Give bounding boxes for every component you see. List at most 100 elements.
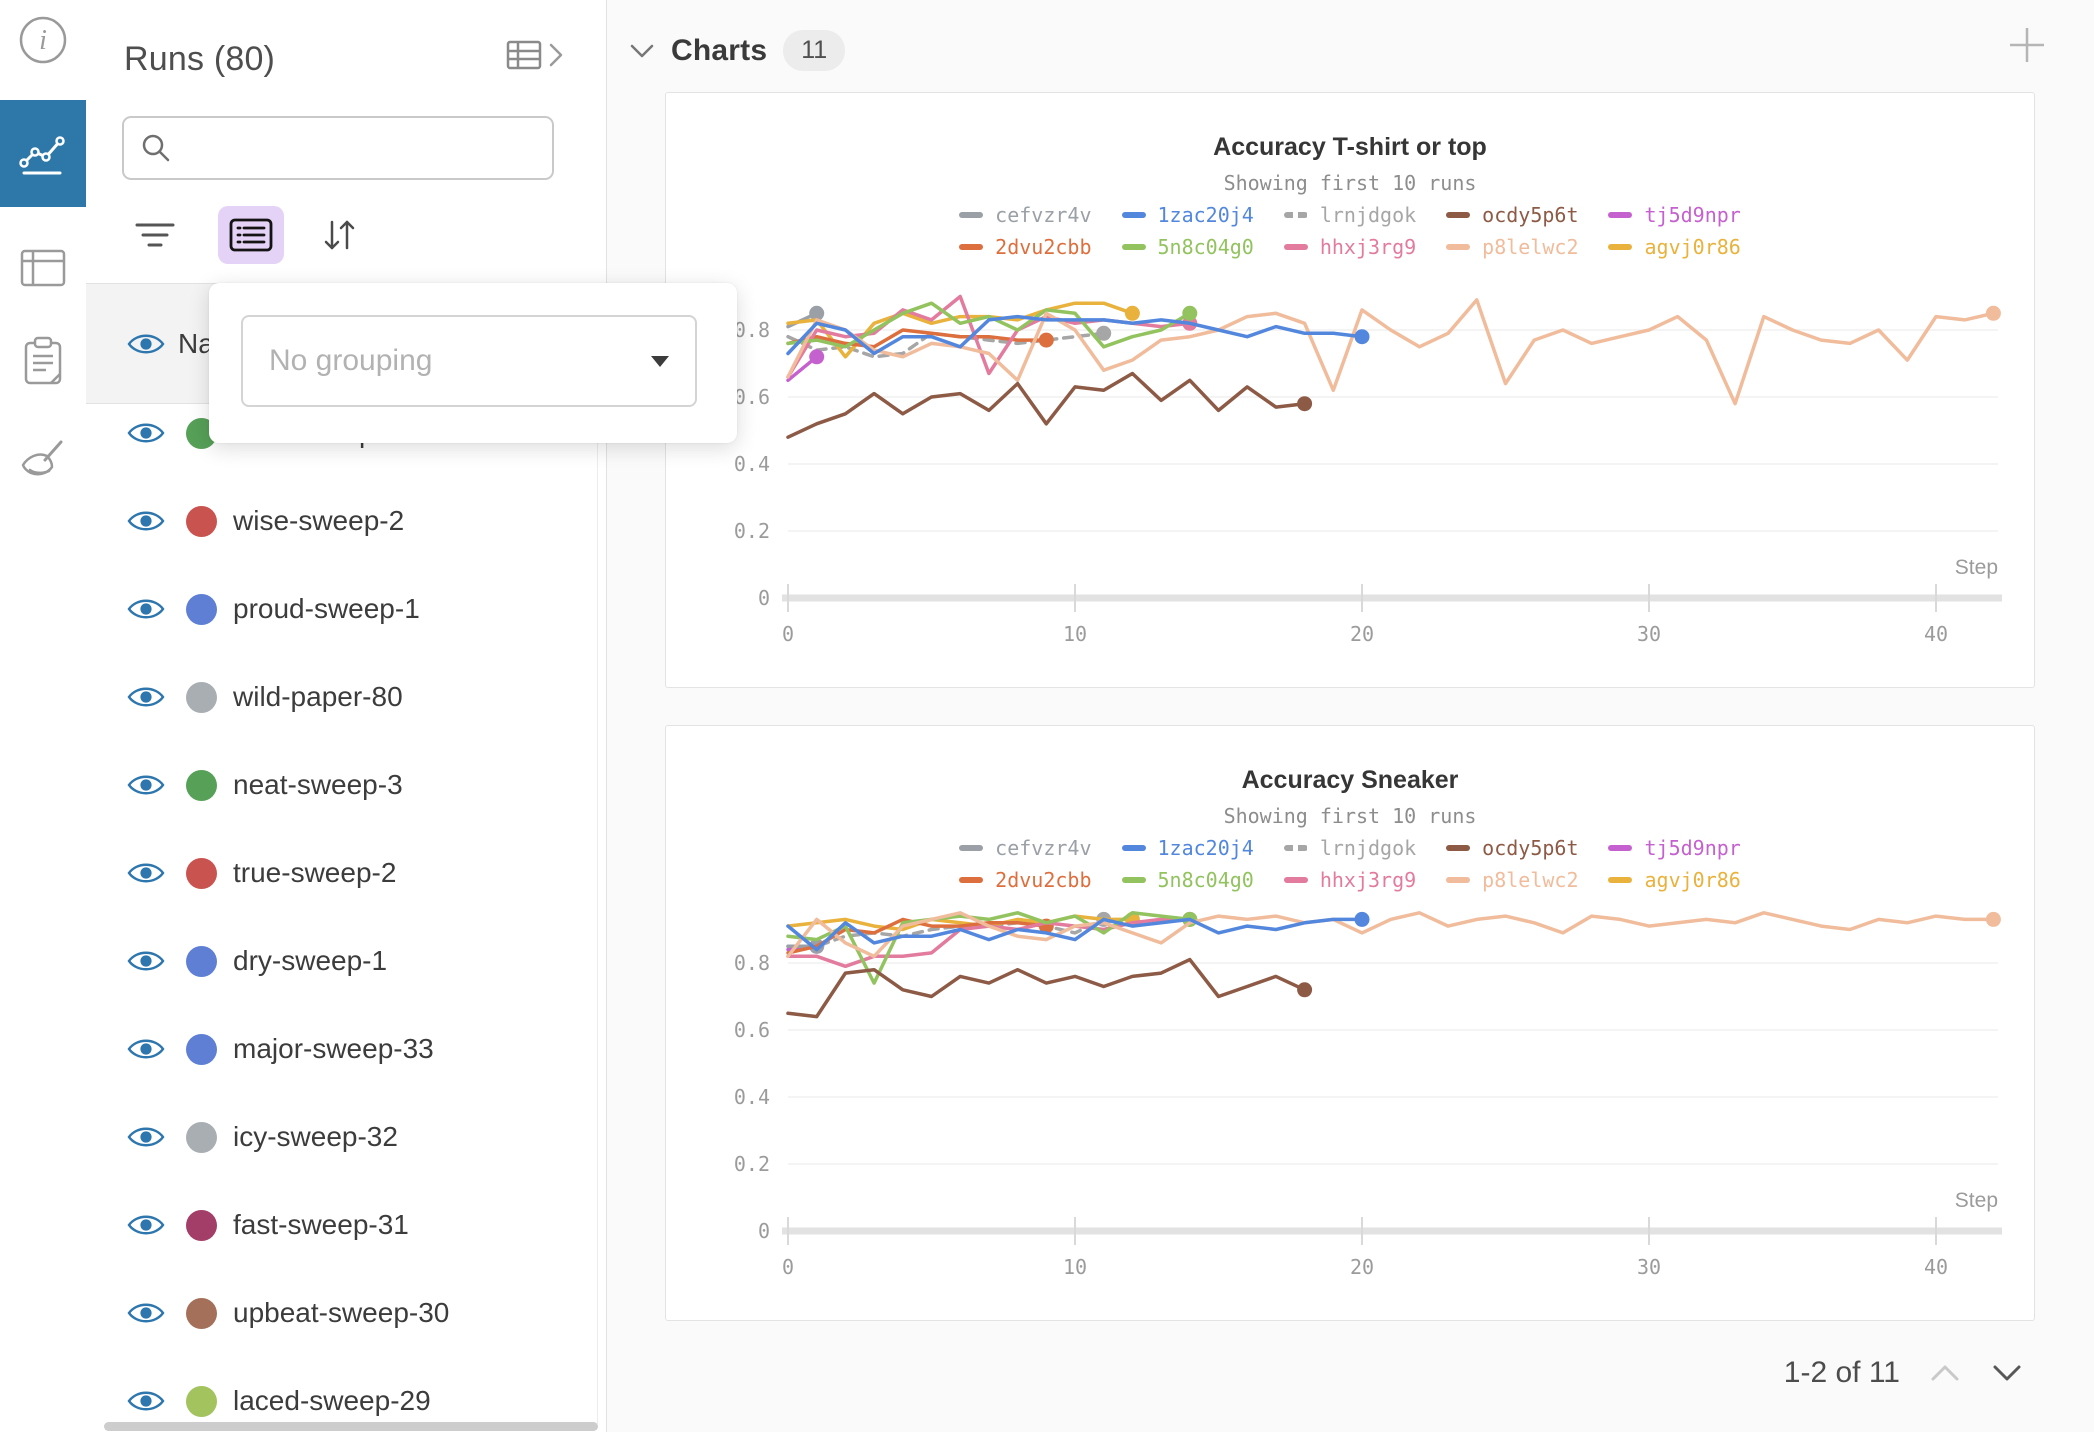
run-color-dot: [186, 1385, 217, 1417]
legend-item[interactable]: lrnjdgok: [1283, 836, 1416, 860]
legend-item[interactable]: 2dvu2cbb: [959, 235, 1092, 259]
svg-text:0: 0: [782, 1255, 794, 1279]
legend-item[interactable]: tj5d9npr: [1608, 836, 1741, 860]
svg-text:10: 10: [1063, 622, 1087, 646]
visibility-toggle-eye-icon[interactable]: [127, 684, 165, 710]
legend-item[interactable]: p8lelwc2: [1446, 235, 1578, 259]
nav-notes[interactable]: [0, 332, 86, 392]
run-row[interactable]: wise-sweep-2: [86, 477, 606, 565]
run-name[interactable]: icy-sweep-32: [233, 1121, 398, 1152]
nav-charts-active[interactable]: [0, 100, 86, 207]
run-name[interactable]: wise-sweep-2: [233, 505, 405, 536]
visibility-toggle-eye-icon[interactable]: [127, 1388, 165, 1414]
visibility-toggle-eye-icon[interactable]: [127, 772, 165, 798]
run-row[interactable]: icy-sweep-32: [86, 1093, 606, 1181]
legend-item[interactable]: 5n8c04g0: [1121, 868, 1254, 892]
legend-item[interactable]: cefvzr4v: [959, 836, 1092, 860]
svg-text:40: 40: [1924, 1255, 1948, 1279]
legend-item[interactable]: ocdy5p6t: [1446, 203, 1578, 227]
run-name[interactable]: major-sweep-33: [233, 1033, 434, 1064]
filter-button[interactable]: [122, 206, 188, 264]
visibility-toggle-eye-icon[interactable]: [127, 1300, 165, 1326]
sort-arrows-icon: [324, 220, 355, 250]
run-name[interactable]: neat-sweep-3: [233, 769, 403, 800]
sort-button[interactable]: [314, 206, 364, 264]
legend-item[interactable]: agvj0r86: [1608, 868, 1741, 892]
horizontal-scrollbar[interactable]: [104, 1422, 598, 1431]
run-color-dot: [186, 1297, 217, 1329]
broom-icon: [21, 440, 63, 476]
legend-item[interactable]: cefvzr4v: [959, 203, 1092, 227]
run-row[interactable]: laced-sweep-29: [86, 1357, 606, 1432]
visibility-toggle-eye-icon[interactable]: [127, 1036, 165, 1062]
legend-item[interactable]: p8lelwc2: [1446, 868, 1578, 892]
visibility-toggle-eye-icon[interactable]: [127, 420, 165, 446]
legend-label: 1zac20j4: [1157, 836, 1254, 860]
legend-item[interactable]: 1zac20j4: [1121, 836, 1254, 860]
chart-panel[interactable]: 0 0.2 0.4 0.6 0.8 0 10 20 30 40 Step Accuracy Sneak…: [665, 725, 2035, 1321]
chart-panel[interactable]: 0 0.2 0.4 0.6 0.8 0 10 20 30 40 Step Accuracy T-shi…: [665, 92, 2035, 688]
run-name[interactable]: fast-sweep-31: [233, 1209, 409, 1240]
expand-runs-table-button[interactable]: [506, 40, 564, 70]
visibility-toggle-eye-icon[interactable]: [127, 948, 165, 974]
run-row[interactable]: true-sweep-2: [86, 829, 606, 917]
legend-item[interactable]: agvj0r86: [1608, 235, 1741, 259]
legend-item[interactable]: tj5d9npr: [1608, 203, 1741, 227]
series-endpoint-agvj0r86: [1124, 305, 1140, 321]
legend-item[interactable]: ocdy5p6t: [1446, 836, 1578, 860]
legend-item[interactable]: hhxj3rg9: [1283, 868, 1416, 892]
run-row[interactable]: wild-paper-80: [86, 653, 606, 741]
legend-item[interactable]: 1zac20j4: [1121, 203, 1254, 227]
run-name[interactable]: true-sweep-2: [233, 857, 397, 888]
visibility-toggle-eye-icon[interactable]: [127, 596, 165, 622]
legend-label: agvj0r86: [1644, 868, 1741, 892]
run-color-dot: [186, 505, 217, 537]
run-color-dot: [186, 769, 217, 801]
table-icon: [20, 249, 66, 287]
legend-item[interactable]: 2dvu2cbb: [959, 868, 1092, 892]
add-panel-button[interactable]: [2004, 22, 2050, 68]
svg-text:20: 20: [1350, 1255, 1374, 1279]
runs-controls: [122, 204, 364, 266]
charts-section-header[interactable]: Charts 11: [629, 30, 846, 71]
legend-item[interactable]: 5n8c04g0: [1121, 235, 1254, 259]
visibility-toggle-eye-icon[interactable]: [127, 1124, 165, 1150]
visibility-toggle-eye-icon[interactable]: [127, 860, 165, 886]
run-name[interactable]: wild-paper-80: [233, 681, 403, 712]
page-down-icon[interactable]: [1990, 1362, 2024, 1384]
page-up-icon[interactable]: [1928, 1362, 1962, 1384]
legend-item[interactable]: hhxj3rg9: [1283, 235, 1416, 259]
group-list-icon: [229, 218, 273, 252]
run-name[interactable]: dry-sweep-1: [233, 945, 388, 976]
legend-label: p8lelwc2: [1482, 235, 1579, 259]
run-row[interactable]: fast-sweep-31: [86, 1181, 606, 1269]
run-name[interactable]: upbeat-sweep-30: [233, 1297, 450, 1328]
visibility-toggle-eye-icon[interactable]: [127, 1212, 165, 1238]
grouping-select[interactable]: No grouping: [241, 315, 697, 407]
run-row[interactable]: neat-sweep-3: [86, 741, 606, 829]
clipboard-icon: [24, 336, 62, 385]
visibility-toggle-eye-icon[interactable]: [127, 331, 165, 357]
nav-table[interactable]: [0, 240, 86, 296]
run-name[interactable]: proud-sweep-1: [233, 593, 420, 624]
group-button[interactable]: [218, 206, 284, 264]
chart-legend: cefvzr4v 1zac20j4 lrnjdgok ocdy5p6t tj5d9npr…: [666, 836, 2034, 892]
run-search-box[interactable]: [122, 116, 554, 180]
run-row[interactable]: major-sweep-33: [86, 1005, 606, 1093]
dropdown-caret-icon: [651, 355, 669, 367]
run-row[interactable]: dry-sweep-1: [86, 917, 606, 1005]
run-row[interactable]: upbeat-sweep-30: [86, 1269, 606, 1357]
nav-cleanup[interactable]: [0, 432, 86, 496]
run-name[interactable]: laced-sweep-29: [233, 1385, 431, 1416]
line-chart-icon: [19, 135, 65, 174]
runs-panel-title: Runs (80): [124, 40, 276, 78]
legend-swatch-icon: [959, 845, 984, 851]
search-input[interactable]: [184, 131, 536, 165]
visibility-toggle-eye-icon[interactable]: [127, 508, 165, 534]
run-row[interactable]: proud-sweep-1: [86, 565, 606, 653]
series-endpoint-tj5d9npr: [809, 349, 825, 365]
legend-label: ocdy5p6t: [1482, 203, 1579, 227]
legend-item[interactable]: lrnjdgok: [1283, 203, 1416, 227]
panel-pagination: 1-2 of 11: [1784, 1356, 2024, 1390]
nav-info[interactable]: i: [0, 14, 86, 66]
